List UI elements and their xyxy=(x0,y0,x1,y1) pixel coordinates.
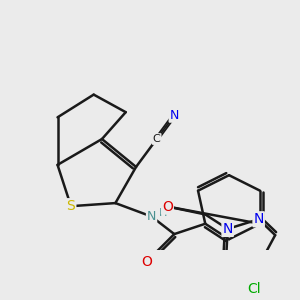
Text: N: N xyxy=(223,222,233,236)
Text: N: N xyxy=(147,210,156,223)
Text: Cl: Cl xyxy=(248,282,261,296)
Text: O: O xyxy=(162,200,173,214)
Text: N: N xyxy=(254,212,264,226)
Text: O: O xyxy=(141,255,152,269)
Text: C: C xyxy=(153,134,160,144)
Text: H: H xyxy=(159,208,168,218)
Text: S: S xyxy=(67,199,75,213)
Text: N: N xyxy=(169,109,179,122)
